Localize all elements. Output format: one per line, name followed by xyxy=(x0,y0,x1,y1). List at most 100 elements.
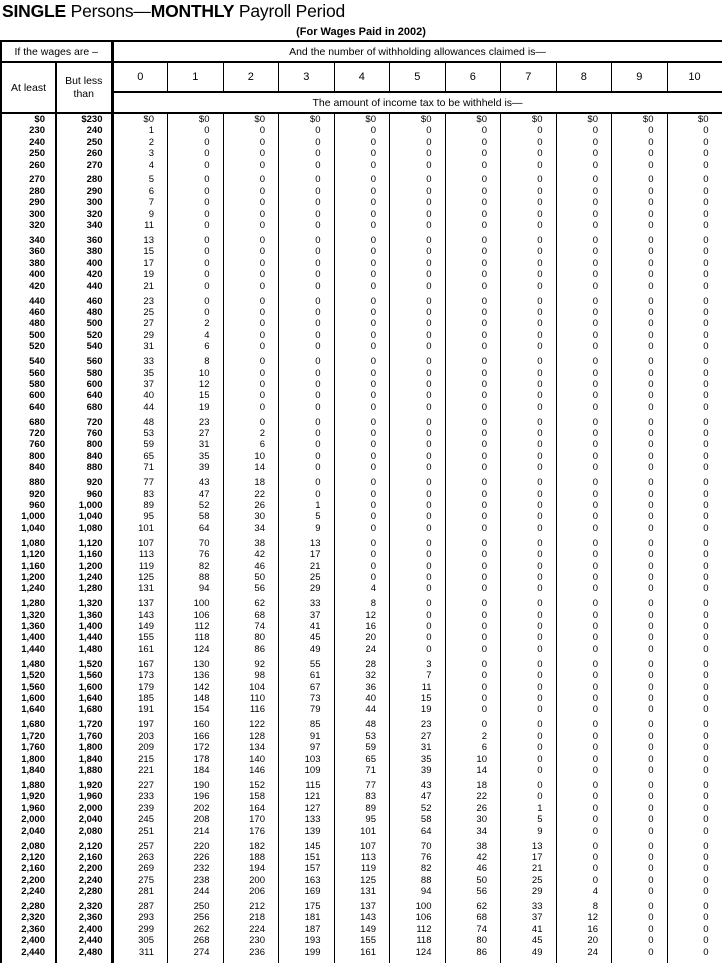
table-row: 800 840 65 35 10 0 0 0 0 0 0 0 0 xyxy=(1,450,722,463)
table-row: 420 440 21 0 0 0 0 0 0 0 0 0 0 xyxy=(1,280,722,293)
tax-amount-cell: 119 xyxy=(333,863,390,875)
wage-but-less-cell: 2,320 xyxy=(55,901,112,913)
tax-amount-cell: 0 xyxy=(389,341,445,353)
tax-amount-cell xyxy=(333,594,390,599)
tax-amount-cell: 0 xyxy=(444,670,501,682)
header-row-top: If the wages are – And the number of wit… xyxy=(1,41,722,63)
tax-amount-cell: 172 xyxy=(167,742,223,754)
tax-amount-cell: 1 xyxy=(278,500,334,512)
tax-amount-cell xyxy=(333,352,390,357)
page-subtitle: (For Wages Paid in 2002) xyxy=(296,26,426,38)
tax-amount-cell: 0 xyxy=(666,549,722,561)
table-row: 2,040 2,080 251 214 176 139 101 64 34 9 0 0 0 xyxy=(1,825,722,837)
tax-amount-cell: 25 xyxy=(110,307,168,319)
tax-amount-cell: 0 xyxy=(389,621,445,633)
wage-at-least-cell: 2,120 xyxy=(21,851,45,863)
tax-amount-cell: 0 xyxy=(555,670,612,682)
tax-amount-cell: 0 xyxy=(167,257,223,270)
tax-amount-cell: 27 xyxy=(110,318,168,330)
tax-amount-cell: 20 xyxy=(333,632,390,644)
tax-amount-cell xyxy=(611,776,667,781)
tax-amount-cell: 0 xyxy=(555,257,612,270)
tax-amount-cell: 0 xyxy=(611,401,667,414)
tax-amount-cell: 15 xyxy=(110,246,168,258)
tax-amount-cell xyxy=(555,170,612,175)
tax-amount-cell: 29 xyxy=(500,886,556,898)
wage-but-less-cell: 280 xyxy=(55,174,112,186)
tax-amount-cell: 18 xyxy=(222,477,279,489)
tax-amount-cell: 119 xyxy=(110,560,168,572)
group-gap-row xyxy=(1,352,722,357)
tax-amount-cell: 287 xyxy=(110,901,168,913)
tax-amount-cell: 169 xyxy=(278,886,334,898)
tax-amount-cell: 43 xyxy=(167,477,223,489)
tax-amount-cell xyxy=(222,534,279,538)
tax-amount-cell xyxy=(666,776,722,781)
tax-amount-cell: 70 xyxy=(389,840,445,852)
wage-at-least-cell: 1,280 xyxy=(21,598,45,610)
tax-amount-cell: 106 xyxy=(389,912,445,924)
table-row: 2,200 2,240 275 238 200 163 125 88 50 25 0 0 0 xyxy=(1,874,722,887)
tax-amount-cell: 56 xyxy=(222,583,279,595)
wage-but-less-cell: 1,080 xyxy=(55,522,112,535)
tax-amount-cell: 0 xyxy=(444,450,501,463)
tax-amount-cell: 0 xyxy=(333,246,390,258)
tax-amount-cell: 0 xyxy=(278,174,334,186)
tax-amount-cell: 0 xyxy=(666,658,722,671)
tax-amount-cell: 0 xyxy=(333,450,390,463)
tax-amount-cell xyxy=(444,594,501,599)
tax-amount-cell xyxy=(666,413,722,417)
tax-amount-cell: 0 xyxy=(555,390,612,402)
tax-amount-cell: 146 xyxy=(222,765,279,777)
tax-amount-cell: 137 xyxy=(333,901,390,913)
tax-amount-cell: 0 xyxy=(500,367,556,379)
tax-amount-cell xyxy=(444,655,501,659)
tax-amount-cell: 0 xyxy=(666,511,722,523)
table-row: 440 460 23 0 0 0 0 0 0 0 0 0 0 xyxy=(1,295,722,308)
wage-but-less-cell: 1,880 xyxy=(55,765,112,777)
table-row: 540 560 33 8 0 0 0 0 0 0 0 0 0 xyxy=(1,356,722,368)
tax-amount-cell: 55 xyxy=(278,658,334,671)
wage-at-least-cell: 1,120 xyxy=(21,549,45,561)
tax-amount-cell xyxy=(444,958,501,963)
tax-amount-cell: 0 xyxy=(278,416,334,429)
tax-amount-cell: 0 xyxy=(278,257,334,270)
tax-amount-cell: 0 xyxy=(666,488,722,501)
tax-amount-cell: 0 xyxy=(611,148,667,160)
tax-amount-cell: 0 xyxy=(611,901,667,913)
tax-amount-cell xyxy=(222,473,279,478)
tax-amount-cell: 95 xyxy=(110,511,168,523)
tax-amount-cell: 44 xyxy=(333,704,390,716)
tax-amount-cell xyxy=(222,836,279,841)
tax-amount-cell: 0 xyxy=(611,923,667,936)
tax-amount-cell: 0 xyxy=(444,643,501,656)
tax-amount-cell: 0 xyxy=(222,148,279,160)
wage-at-least-cell: 300 xyxy=(29,208,45,220)
tax-amount-cell xyxy=(278,594,334,599)
tax-amount-cell xyxy=(110,170,168,175)
tax-amount-cell: 25 xyxy=(500,874,556,887)
tax-amount-cell: 0 xyxy=(611,632,667,644)
wage-but-less-cell xyxy=(55,836,112,841)
tax-amount-cell: 0 xyxy=(444,257,501,270)
tax-amount-cell: 0 xyxy=(278,378,334,391)
wage-but-less-cell: 1,400 xyxy=(55,621,112,633)
tax-amount-cell: 0 xyxy=(444,511,501,523)
tax-amount-cell: 0 xyxy=(555,439,612,451)
tax-amount-cell: 190 xyxy=(167,780,223,792)
wage-at-least-cell: 480 xyxy=(29,318,45,330)
tax-amount-cell: 0 xyxy=(333,307,390,319)
tax-amount-cell: 187 xyxy=(278,923,334,936)
tax-amount-cell: 64 xyxy=(389,825,445,837)
wage-but-less-cell: 580 xyxy=(55,367,112,379)
group-gap-row xyxy=(1,292,722,296)
table-row: 680 720 48 23 0 0 0 0 0 0 0 0 0 xyxy=(1,416,722,429)
wage-but-less-cell: 1,280 xyxy=(55,583,112,595)
wage-but-less-cell: 560 xyxy=(55,356,112,368)
tax-amount-cell: 0 xyxy=(500,390,556,402)
tax-amount-cell: 0 xyxy=(389,477,445,489)
tax-amount-cell: 0 xyxy=(611,488,667,501)
tax-amount-cell xyxy=(333,292,390,296)
wage-at-least-cell: 1,640 xyxy=(21,704,45,716)
tax-amount-cell: 0 xyxy=(611,367,667,379)
